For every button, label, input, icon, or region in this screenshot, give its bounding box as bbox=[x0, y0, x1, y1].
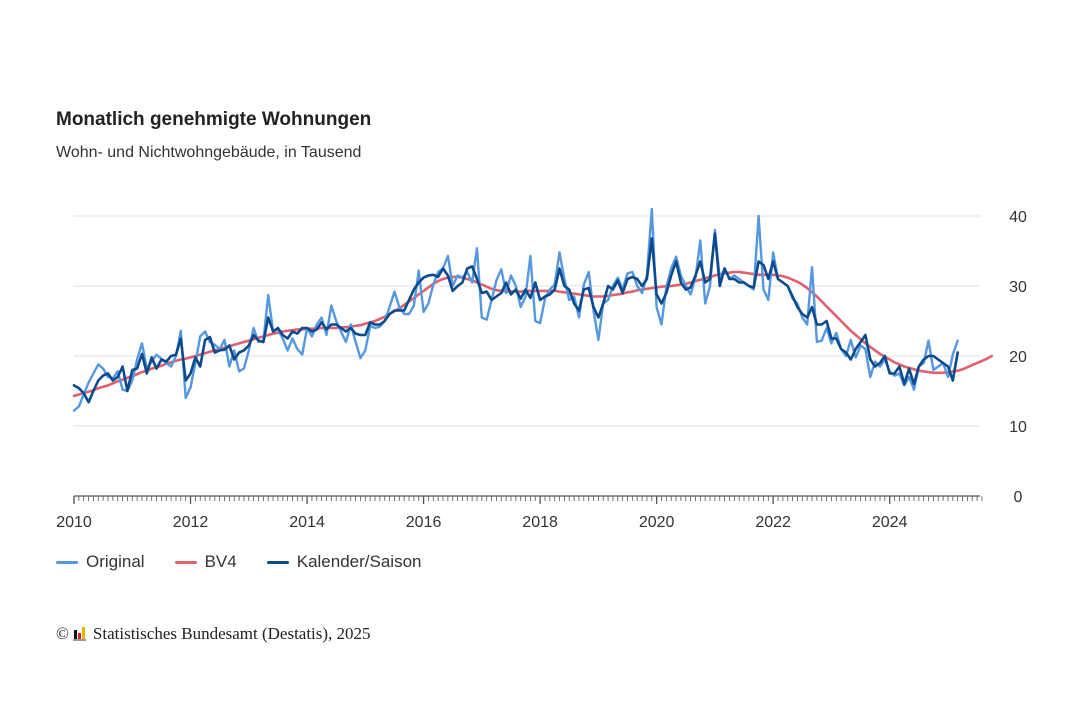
y-tick-label: 40 bbox=[1009, 209, 1027, 226]
legend-item-bv4[interactable]: BV4 bbox=[174, 552, 237, 572]
legend-swatch-kalender-saison bbox=[266, 560, 289, 564]
legend-label-original: Original bbox=[86, 552, 145, 571]
x-tick-label: 2020 bbox=[639, 514, 675, 531]
source-footer: © Statistisches Bundesamt (Destatis), 20… bbox=[56, 624, 371, 644]
series-line-original bbox=[72, 207, 959, 412]
y-tick-label: 30 bbox=[1009, 279, 1027, 296]
copyright-icon: © bbox=[56, 624, 69, 643]
x-tick-label: 2014 bbox=[289, 514, 325, 531]
legend-swatch-bv4 bbox=[174, 560, 197, 564]
legend-item-kalender-saison[interactable]: Kalender/Saison bbox=[266, 552, 422, 572]
legend-label-bv4: BV4 bbox=[204, 552, 237, 571]
y-axis: 0 10 20 30 40 bbox=[1009, 209, 1027, 506]
legend: Original BV4 Kalender/Saison bbox=[56, 552, 422, 572]
legend-item-original[interactable]: Original bbox=[56, 552, 145, 572]
x-tick-label: 2010 bbox=[56, 514, 92, 531]
legend-swatch-original bbox=[56, 560, 78, 564]
x-tick-label: 2022 bbox=[755, 514, 791, 531]
source-text: Statistisches Bundesamt (Destatis), 2025 bbox=[92, 624, 371, 643]
legend-label-kalender-saison: Kalender/Saison bbox=[296, 552, 422, 571]
destatis-logo-icon bbox=[72, 627, 86, 641]
x-tick-label: 2024 bbox=[872, 514, 908, 531]
y-tick-label: 10 bbox=[1009, 419, 1027, 436]
chart-subtitle: Wohn- und Nichtwohngebäude, in Tausend bbox=[56, 144, 362, 161]
x-tick-label: 2016 bbox=[406, 514, 442, 531]
y-tick-label: 20 bbox=[1009, 349, 1027, 366]
series-line-kalender-saison bbox=[72, 232, 960, 404]
x-axis: 2010 2012 2014 2016 2018 2020 2022 2024 bbox=[56, 495, 983, 531]
series-lines bbox=[72, 207, 994, 412]
grid-lines bbox=[74, 215, 980, 427]
x-tick-label: 2012 bbox=[173, 514, 209, 531]
chart-title: Monatlich genehmigte Wohnungen bbox=[56, 109, 372, 130]
y-tick-label: 0 bbox=[1014, 489, 1023, 506]
x-tick-label: 2018 bbox=[522, 514, 558, 531]
